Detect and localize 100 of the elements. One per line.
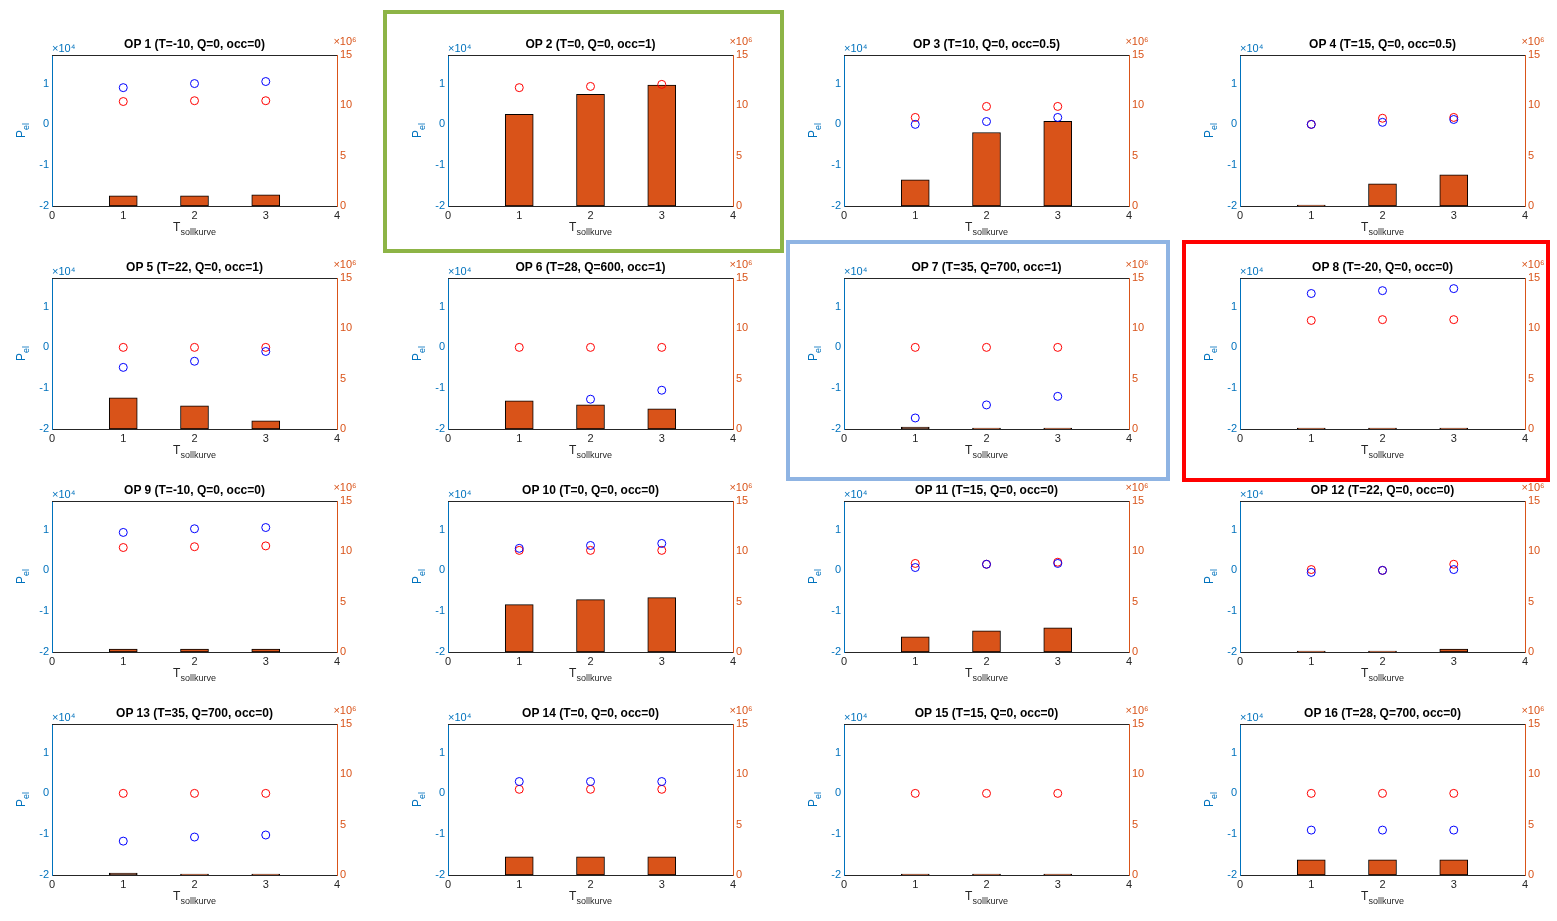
y-tick-label: -1 (435, 158, 445, 171)
x-tick-label: 4 (1521, 208, 1529, 221)
y-tick-label: 0 (834, 786, 841, 799)
y-tick-label: 1 (438, 745, 445, 758)
y2-tick-label: 0 (1528, 422, 1535, 435)
x-tick-label: 4 (1521, 431, 1529, 444)
y2-tick-label: 10 (340, 767, 353, 780)
text: ×10⁴ (844, 264, 868, 277)
text: ×10⁶ (1125, 34, 1149, 47)
x-tick-label: 2 (587, 654, 594, 667)
y2-tick-label: 5 (1132, 817, 1139, 830)
y2-tick-label: 5 (340, 148, 347, 161)
chart-title: OP 2 (T=0, Q=0, occ=1) (525, 37, 656, 52)
y2-tick-label: 15 (1132, 717, 1145, 730)
text: ×10⁴ (844, 710, 868, 723)
y-tick-label: -1 (1227, 158, 1237, 171)
x-tick-label: 2 (191, 877, 198, 890)
y-tick-label: -1 (435, 827, 445, 840)
y-tick-label: -2 (1227, 868, 1237, 881)
x-tick-label: 3 (1450, 654, 1457, 667)
y-tick-label: -2 (39, 422, 49, 435)
x-tick-label: 2 (1379, 654, 1386, 667)
text: ×10⁴ (844, 41, 868, 54)
y-tick-label: 1 (834, 745, 841, 758)
y-tick-label: -1 (435, 381, 445, 394)
y-tick-label: -1 (831, 827, 841, 840)
y2-tick-label: 10 (1528, 321, 1541, 334)
y2-tick-label: 15 (1528, 494, 1541, 507)
text: ×10⁴ (52, 487, 76, 500)
y2-tick-label: 0 (736, 645, 743, 658)
x-tick-label: 2 (983, 877, 990, 890)
y-tick-label: 1 (834, 522, 841, 535)
y-axis-title: Pel (14, 345, 31, 361)
x-tick-label: 4 (729, 431, 737, 444)
x-tick-label: 3 (262, 877, 269, 890)
y-axis-title: Pel (806, 791, 823, 807)
chart-title: OP 8 (T=-20, Q=0, occ=0) (1312, 260, 1453, 275)
y2-tick-label: 15 (340, 717, 353, 730)
y2-tick-label: 5 (1528, 148, 1535, 161)
x-tick-label: 1 (912, 654, 919, 667)
y-tick-label: 1 (1230, 299, 1237, 312)
y2-tick-label: 15 (1528, 271, 1541, 284)
x-tick-label: 3 (1450, 877, 1457, 890)
y-tick-label: 1 (1230, 522, 1237, 535)
y-tick-label: 0 (1230, 786, 1237, 799)
y-tick-label: -2 (435, 199, 445, 212)
x-tick-label: 1 (516, 431, 523, 444)
y-tick-label: 0 (42, 563, 49, 576)
y-axis-title: Pel (806, 122, 823, 138)
x-tick-label: 3 (262, 654, 269, 667)
y2-tick-label: 0 (340, 645, 347, 658)
y-tick-label: -1 (39, 604, 49, 617)
y-tick-label: -2 (1227, 199, 1237, 212)
chart-title: OP 12 (T=22, Q=0, occ=0) (1310, 483, 1455, 498)
y-tick-label: -1 (39, 827, 49, 840)
y-tick-label: 1 (42, 76, 49, 89)
x-tick-label: 4 (333, 654, 341, 667)
y2-tick-label: 10 (340, 321, 353, 334)
text: ×10⁴ (448, 264, 472, 277)
y2-tick-label: 10 (1528, 767, 1541, 780)
x-tick-label: 1 (912, 208, 919, 221)
y-tick-label: 0 (834, 563, 841, 576)
y2-tick-label: 5 (1132, 371, 1139, 384)
x-tick-label: 3 (1054, 877, 1061, 890)
x-tick-label: 1 (120, 431, 127, 444)
y2-tick-label: 0 (1132, 645, 1139, 658)
x-tick-label: 3 (658, 208, 665, 221)
chart-title: OP 5 (T=22, Q=0, occ=1) (126, 260, 263, 275)
y2-tick-label: 15 (1132, 271, 1145, 284)
x-tick-label: 3 (1054, 208, 1061, 221)
text: ×10⁴ (1240, 487, 1264, 500)
text: ×10⁴ (448, 710, 472, 723)
y-tick-label: 0 (42, 786, 49, 799)
y2-tick-label: 5 (736, 594, 743, 607)
x-tick-label: 1 (120, 208, 127, 221)
y2-tick-label: 0 (340, 868, 347, 881)
text: ×10⁶ (729, 257, 753, 270)
text: ×10⁶ (333, 257, 357, 270)
y2-tick-label: 5 (340, 817, 347, 830)
x-tick-label: 4 (1125, 654, 1133, 667)
y2-tick-label: 15 (340, 494, 353, 507)
y-tick-label: 1 (1230, 745, 1237, 758)
y2-tick-label: 5 (1528, 594, 1535, 607)
x-tick-label: 4 (1125, 431, 1133, 444)
y2-tick-label: 0 (1132, 199, 1139, 212)
text: ×10⁶ (729, 703, 753, 716)
chart-title: OP 14 (T=0, Q=0, occ=0) (522, 706, 659, 721)
y-tick-label: -2 (435, 422, 445, 435)
y2-tick-label: 5 (736, 817, 743, 830)
y-tick-label: -1 (1227, 827, 1237, 840)
y-tick-label: -2 (1227, 645, 1237, 658)
text: ×10⁶ (1125, 480, 1149, 493)
y-tick-label: 1 (1230, 76, 1237, 89)
y-tick-label: -1 (1227, 381, 1237, 394)
y-axis-title: Pel (1202, 122, 1219, 138)
text: ×10⁴ (1240, 41, 1264, 54)
x-tick-label: 4 (729, 208, 737, 221)
x-tick-label: 1 (912, 877, 919, 890)
y2-tick-label: 15 (736, 48, 749, 61)
y2-tick-label: 15 (1132, 48, 1145, 61)
